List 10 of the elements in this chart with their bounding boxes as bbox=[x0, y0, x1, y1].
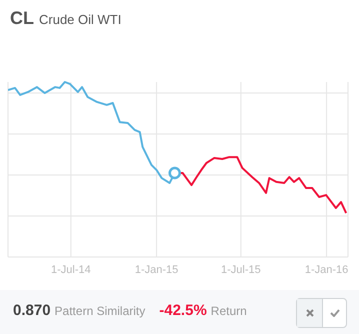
chart-subtitle: Crude Oil WTI bbox=[39, 12, 122, 27]
x-tick-label: 1-Jan-16 bbox=[304, 264, 348, 276]
x-tick-label: 1-Jul-14 bbox=[51, 264, 91, 276]
text: -42.5% bbox=[159, 302, 207, 319]
text: 0.870 bbox=[13, 302, 51, 319]
text: Pattern Similarity bbox=[54, 304, 146, 318]
chart-title: CL bbox=[10, 8, 34, 28]
text: Return bbox=[210, 304, 247, 318]
x-tick-label: 1-Jan-15 bbox=[134, 264, 178, 276]
x-tick-label: 1-Jul-15 bbox=[221, 264, 261, 276]
